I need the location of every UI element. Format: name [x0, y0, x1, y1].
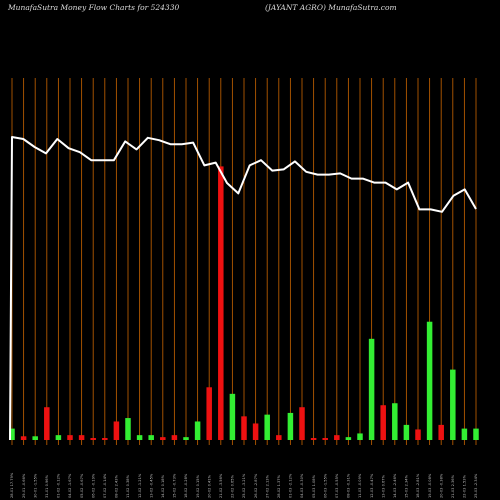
bar — [334, 435, 340, 440]
bar — [322, 438, 328, 440]
bar — [264, 414, 270, 440]
x-tick-label: 08-02 2.43% — [115, 474, 119, 498]
x-tick-label: 19-03 -0.08% — [428, 473, 432, 498]
x-tick-label: 01-03 -2.12% — [289, 473, 293, 498]
x-tick-label: 21-03 2.36% — [451, 474, 455, 498]
x-tick-label: 14-03 -2.46% — [393, 473, 397, 498]
x-tick-label: 04-02 -1.67% — [68, 473, 72, 498]
x-tick-label: 18-02 -0.28% — [184, 473, 188, 498]
bar — [55, 435, 62, 440]
x-tick-label: 05-02 -0.67% — [80, 473, 84, 498]
x-tick-label: 13-03 0.67% — [381, 474, 385, 498]
bar — [299, 407, 305, 440]
bar — [380, 405, 386, 440]
chart-title: MunafaSutra Money Flow Charts for 524330 — [7, 3, 179, 12]
bar — [241, 416, 247, 440]
x-tick-label: 18-03 -2.81% — [416, 473, 420, 498]
x-tick-label: 13-02 -0.45% — [149, 473, 153, 498]
bar — [357, 433, 363, 440]
bar — [415, 429, 421, 440]
bar — [102, 438, 108, 440]
x-tick-label: 11-02 0.38% — [126, 474, 130, 498]
bar — [461, 428, 468, 440]
bar — [438, 424, 444, 440]
bar — [171, 435, 178, 440]
x-tick-label: 06-02 -0.19% — [91, 473, 95, 498]
x-tick-label: 29-01 -0.66% — [22, 473, 26, 498]
chart-subtitle: (JAYANT AGRO) MunafaSutra.com — [265, 3, 397, 12]
bar — [345, 437, 352, 440]
x-tick-label: 30-01 -1.55% — [33, 473, 37, 498]
price-line — [9, 136, 477, 441]
x-tick-label: 08-03 -0.31% — [347, 473, 351, 498]
bar — [194, 421, 201, 440]
bar — [426, 321, 433, 440]
x-tick-label: 22-02 0.65% — [231, 474, 235, 498]
bar — [368, 338, 375, 440]
x-tick-label: 04-03 -0.30% — [300, 473, 304, 498]
x-tick-label: 07-03 -0.55% — [335, 473, 339, 498]
bar — [136, 435, 143, 440]
x-tick-label: 20-02 0.41% — [207, 474, 211, 498]
bar — [252, 423, 259, 440]
bar — [9, 428, 15, 440]
bar — [229, 393, 236, 440]
x-tick-label: 21-02 -3.56% — [219, 473, 223, 498]
price-line-series — [9, 136, 477, 441]
x-axis-tick-labels: 28-01 17.79% 29-01 -0.66% 30-01 -1.55% 31-0… — [10, 472, 478, 498]
bar — [67, 435, 73, 440]
bar — [473, 428, 479, 440]
x-tick-label: 25-03 -2.34% — [474, 473, 478, 498]
x-tick-label: 06-03 -1.55% — [323, 473, 327, 498]
grid-lines — [11, 78, 477, 445]
bar — [392, 403, 398, 440]
x-tick-label: 22-03 1.53% — [463, 474, 467, 498]
x-tick-label: 01-02 -0.12% — [57, 473, 61, 498]
x-tick-label: 11-03 -0.09% — [358, 473, 362, 498]
x-tick-label: 12-02 -1.21% — [138, 473, 142, 498]
bar — [44, 407, 50, 440]
bar — [287, 412, 294, 440]
x-tick-label: 25-02 -3.21% — [242, 473, 246, 498]
x-tick-label: 07-02 -0.14% — [103, 473, 107, 498]
x-tick-label: 31-01 0.96% — [45, 474, 49, 498]
x-tick-label: 19-02 0.15% — [196, 474, 200, 498]
x-tick-label: 20-03 -0.38% — [439, 473, 443, 498]
x-tick-label: 15-03 2.34% — [405, 474, 409, 498]
x-tick-label: 26-02 -2.87% — [254, 473, 258, 498]
x-tick-label: 28-02 1.37% — [277, 474, 281, 498]
bar — [20, 436, 27, 440]
bar-series — [9, 166, 479, 440]
bar — [403, 424, 410, 440]
bar — [450, 369, 456, 440]
bar — [78, 435, 85, 440]
bar — [206, 387, 212, 440]
bar — [90, 438, 96, 440]
x-tick-label: 05-03 1.08% — [312, 474, 316, 498]
bar — [32, 436, 38, 440]
bar — [310, 438, 317, 440]
x-tick-label: 15-02 -0.73% — [173, 473, 177, 498]
bar — [113, 421, 120, 440]
bar — [160, 437, 166, 440]
x-tick-label: 12-03 -0.47% — [370, 473, 374, 498]
x-tick-label: 14-02 0.18% — [161, 474, 165, 498]
bar — [183, 437, 189, 440]
x-tick-label: 28-01 17.79% — [10, 472, 14, 498]
bar — [276, 435, 282, 440]
bar — [125, 418, 131, 440]
bar — [218, 166, 224, 440]
bar — [148, 435, 154, 440]
x-tick-label: 27-02 2.13% — [265, 474, 269, 498]
